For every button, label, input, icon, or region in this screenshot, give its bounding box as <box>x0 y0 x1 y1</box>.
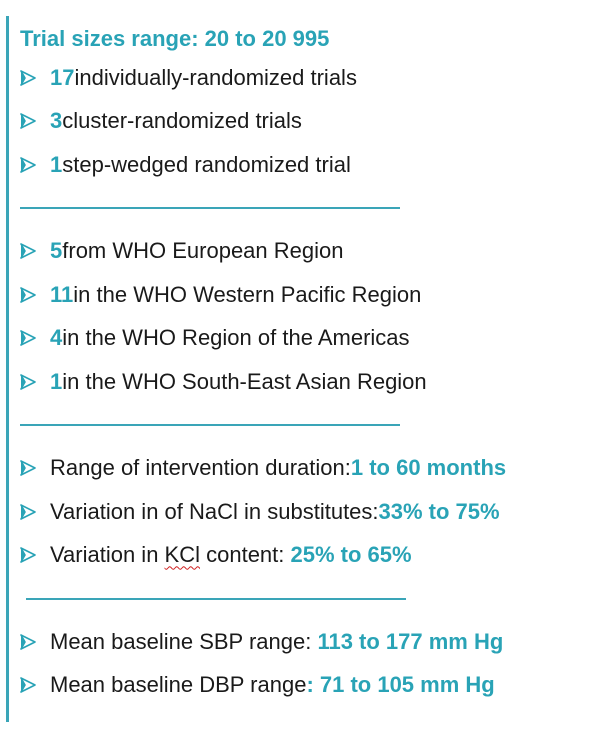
list-item-label: content: <box>200 542 291 568</box>
list-item-label: in the WHO Western Pacific Region <box>73 281 422 307</box>
count-value: 1 <box>50 151 63 177</box>
dbp-value: : 71 to 105 mm Hg <box>306 672 495 698</box>
list-item-label: Variation in <box>50 542 165 568</box>
section-divider <box>20 207 400 209</box>
trial-sizes-heading: Trial sizes range: 20 to 20 995 <box>20 26 330 51</box>
list-item-label: in the WHO South-East Asian Region <box>62 368 427 394</box>
arrow-bullet-icon <box>20 156 50 173</box>
list-item: 1 step-wedged randomized trial <box>20 143 590 187</box>
sbp-value: 113 to 177 mm Hg <box>317 628 504 654</box>
list-item: Variation in of NaCl in substitutes: 33%… <box>20 490 590 534</box>
count-value: 1 <box>50 368 63 394</box>
count-value: 4 <box>50 325 63 351</box>
kcl-value: 25% to 65% <box>290 542 412 568</box>
list-item: 11 in the WHO Western Pacific Region <box>20 273 590 317</box>
list-item: 5 from WHO European Region <box>20 230 590 274</box>
list-item-label: in the WHO Region of the Americas <box>62 325 410 351</box>
list-item-label: from WHO European Region <box>62 238 344 264</box>
left-accent-rule <box>6 16 9 722</box>
list-item-label: individually-randomized trials <box>74 64 357 90</box>
list-item: 1 in the WHO South-East Asian Region <box>20 360 590 404</box>
arrow-bullet-icon <box>20 460 50 477</box>
arrow-bullet-icon <box>20 633 50 650</box>
nacl-value: 33% to 75% <box>378 498 500 524</box>
list-item: 4 in the WHO Region of the Americas <box>20 317 590 361</box>
summary-panel: Trial sizes range: 20 to 20 995 17 indiv… <box>20 22 590 707</box>
spellcheck-word: KCl <box>164 542 200 568</box>
count-value: 11 <box>50 281 74 307</box>
list-item: Mean baseline SBP range: 113 to 177 mm H… <box>20 620 590 664</box>
count-value: 5 <box>50 238 63 264</box>
arrow-bullet-icon <box>20 243 50 260</box>
count-value: 17 <box>50 64 75 90</box>
list-item: 3 cluster-randomized trials <box>20 100 590 144</box>
list-item: 17 individually-randomized trials <box>20 56 590 100</box>
list-item: Variation in KCl content: 25% to 65% <box>20 534 590 578</box>
list-item: Range of intervention duration: 1 to 60 … <box>20 447 590 491</box>
arrow-bullet-icon <box>20 677 50 694</box>
count-value: 3 <box>50 108 63 134</box>
list-item-label: Mean baseline SBP range: <box>50 628 318 654</box>
list-item: Mean baseline DBP range: 71 to 105 mm Hg <box>20 664 590 708</box>
list-item-label: Variation in of NaCl in substitutes: <box>50 498 379 524</box>
arrow-bullet-icon <box>20 69 50 86</box>
list-item-label: step-wedged randomized trial <box>62 151 351 177</box>
section-divider <box>26 597 406 600</box>
section-divider <box>20 424 400 426</box>
list-item-label: Range of intervention duration: <box>50 455 351 481</box>
arrow-bullet-icon <box>20 503 50 520</box>
list-item-label: Mean baseline DBP range <box>50 672 307 698</box>
list-item-label: cluster-randomized trials <box>62 108 302 134</box>
arrow-bullet-icon <box>20 330 50 347</box>
arrow-bullet-icon <box>20 113 50 130</box>
arrow-bullet-icon <box>20 373 50 390</box>
arrow-bullet-icon <box>20 286 50 303</box>
duration-value: 1 to 60 months <box>350 455 507 481</box>
arrow-bullet-icon <box>20 547 50 564</box>
